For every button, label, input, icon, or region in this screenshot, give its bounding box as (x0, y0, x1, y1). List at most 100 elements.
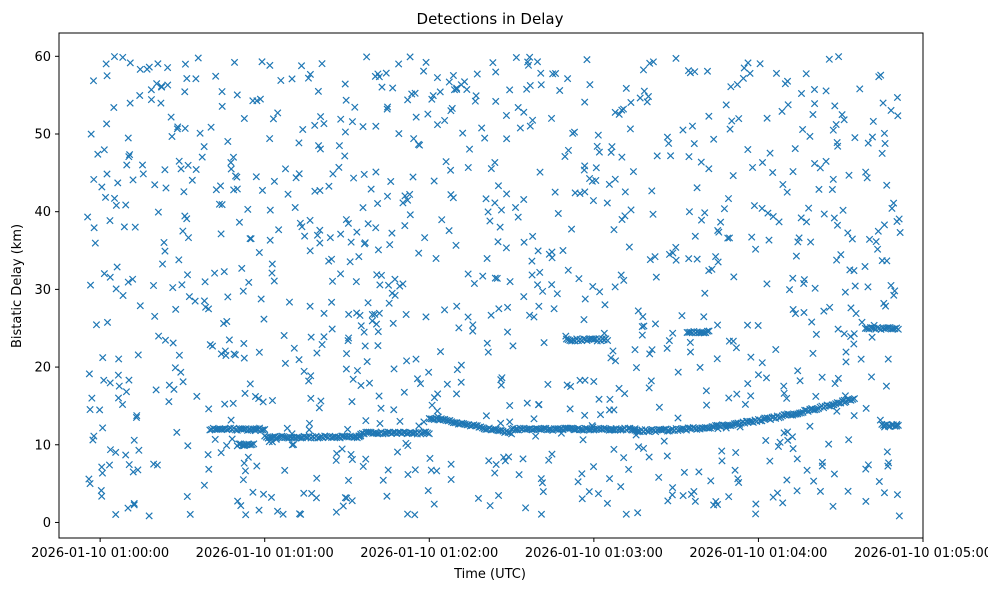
detection-marker (646, 256, 654, 264)
detection-marker (396, 282, 404, 290)
detection-marker (487, 311, 495, 319)
detection-marker (769, 212, 777, 221)
detection-marker (436, 88, 444, 96)
detection-marker (639, 312, 647, 321)
detection-marker (486, 217, 494, 225)
detection-marker (732, 448, 740, 457)
detection-marker (564, 266, 572, 274)
detection-marker (775, 414, 783, 422)
detection-marker (453, 365, 461, 374)
detection-marker (881, 139, 889, 148)
detection-marker (537, 475, 545, 483)
detection-marker (230, 58, 239, 67)
detection-marker (674, 368, 682, 376)
detection-marker (215, 200, 224, 208)
detection-marker (96, 406, 104, 414)
detection-marker (238, 264, 246, 272)
detection-marker (244, 453, 252, 461)
detection-marker (589, 196, 598, 205)
detection-marker (98, 463, 106, 471)
detection-marker (305, 419, 314, 427)
detection-marker (705, 327, 713, 335)
detection-marker (136, 65, 144, 73)
detection-marker (389, 84, 397, 92)
detection-marker (401, 221, 409, 230)
detection-marker (498, 374, 506, 382)
detection-marker (530, 313, 538, 321)
y-axis-label: Bistatic Delay (km) (10, 224, 25, 348)
detection-marker (412, 113, 420, 121)
detection-marker (592, 164, 600, 172)
detection-marker (487, 165, 495, 173)
detection-marker (359, 203, 367, 212)
detection-marker (883, 257, 891, 265)
detection-marker (539, 488, 547, 496)
detection-marker (605, 180, 614, 188)
detection-marker (277, 76, 285, 85)
detection-marker (329, 170, 337, 178)
detection-marker (691, 68, 699, 76)
detection-marker (375, 392, 383, 400)
detection-marker (540, 424, 548, 432)
detection-marker (883, 181, 891, 189)
detection-marker (655, 473, 663, 481)
detection-marker (578, 470, 586, 478)
detection-marker (649, 210, 657, 218)
detection-marker (123, 161, 131, 169)
detection-marker (780, 389, 788, 397)
detection-marker (741, 400, 750, 408)
detection-marker (537, 510, 546, 518)
detection-marker (371, 310, 379, 319)
detection-marker (851, 133, 859, 142)
detection-marker (245, 278, 253, 286)
detection-marker (348, 398, 356, 406)
detection-marker (240, 114, 248, 123)
detection-marker (416, 379, 425, 388)
detection-marker (426, 454, 434, 463)
detection-marker (503, 328, 512, 336)
detection-marker (395, 130, 403, 138)
detection-marker (496, 223, 504, 231)
detection-marker (538, 479, 547, 487)
detection-marker (506, 418, 514, 426)
detection-marker (242, 511, 250, 519)
detection-marker (237, 501, 245, 510)
detection-marker (222, 441, 231, 450)
detection-marker (563, 74, 572, 83)
detection-marker (862, 404, 870, 413)
detection-marker (880, 221, 889, 229)
detection-marker (299, 125, 307, 134)
detection-marker (224, 293, 232, 301)
detection-marker (223, 317, 231, 326)
detection-marker (492, 460, 500, 469)
detection-marker (356, 311, 364, 320)
detection-marker (376, 281, 384, 289)
detection-marker (306, 302, 314, 310)
detection-marker (846, 332, 855, 341)
detection-marker (88, 394, 96, 402)
detection-marker (410, 135, 418, 143)
detection-marker (693, 184, 701, 192)
detection-marker (98, 492, 106, 500)
detection-marker (377, 404, 385, 412)
detection-marker (393, 448, 402, 456)
detection-marker (153, 80, 161, 88)
detection-marker (621, 188, 629, 196)
detection-marker (851, 282, 859, 290)
detection-marker (184, 161, 192, 169)
detection-marker (826, 303, 834, 311)
detection-marker (87, 130, 95, 138)
detection-marker (157, 99, 165, 107)
detection-marker (343, 494, 351, 502)
detection-marker (219, 319, 228, 328)
detection-marker (611, 357, 620, 365)
detection-marker (714, 226, 722, 235)
y-tick-label: 40 (34, 205, 51, 220)
detection-marker (831, 379, 839, 388)
detection-marker (873, 245, 882, 253)
detection-marker (556, 86, 564, 95)
detection-marker (811, 284, 819, 292)
detection-marker (879, 99, 887, 107)
detection-marker (791, 310, 800, 318)
detection-marker (850, 266, 858, 275)
